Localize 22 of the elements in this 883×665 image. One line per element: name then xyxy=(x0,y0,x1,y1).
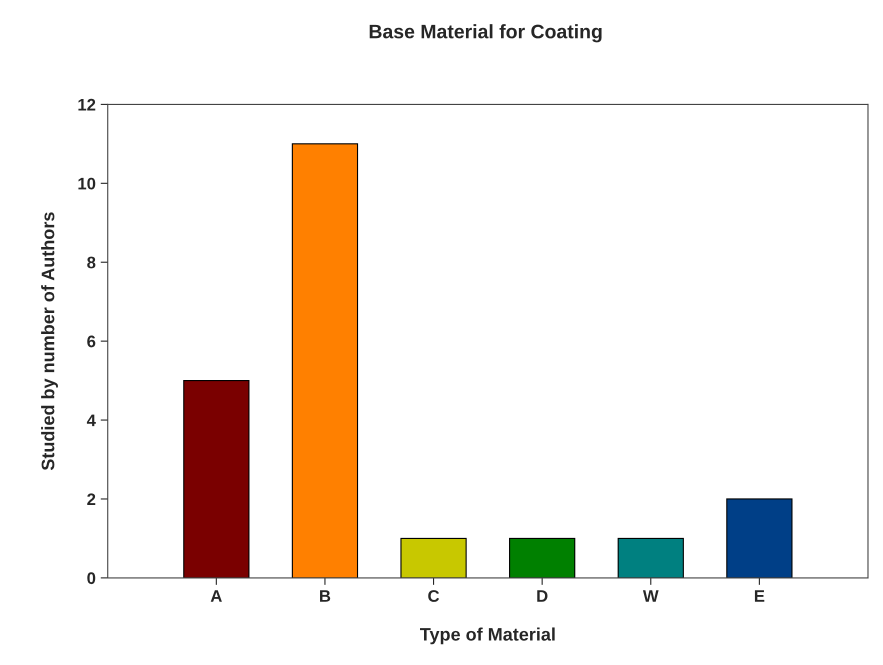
bar xyxy=(618,538,684,578)
bar xyxy=(509,538,576,578)
y-axis-title: Studied by number of Authors xyxy=(41,212,58,470)
x-tick-label: C xyxy=(428,590,440,602)
x-axis-title: Type of Material xyxy=(420,627,555,644)
x-tick-label: W xyxy=(642,590,659,602)
x-tick-label: D xyxy=(537,590,548,602)
x-tick-label: E xyxy=(754,590,764,602)
y-tick-label: 0 xyxy=(87,572,96,584)
x-tick-label: B xyxy=(320,590,330,602)
bar xyxy=(400,538,467,578)
x-tick-label: A xyxy=(210,590,222,602)
bar xyxy=(183,380,250,578)
bar xyxy=(726,498,793,578)
y-tick-label: 4 xyxy=(86,414,96,426)
y-tick-label: 8 xyxy=(87,256,96,268)
y-tick-label: 2 xyxy=(87,493,96,506)
y-tick-label: 12 xyxy=(78,98,96,110)
bar xyxy=(292,143,358,578)
y-tick-label: 10 xyxy=(78,178,96,190)
y-tick-label: 6 xyxy=(87,336,96,348)
chart-title: Base Material for Coating xyxy=(370,24,602,42)
